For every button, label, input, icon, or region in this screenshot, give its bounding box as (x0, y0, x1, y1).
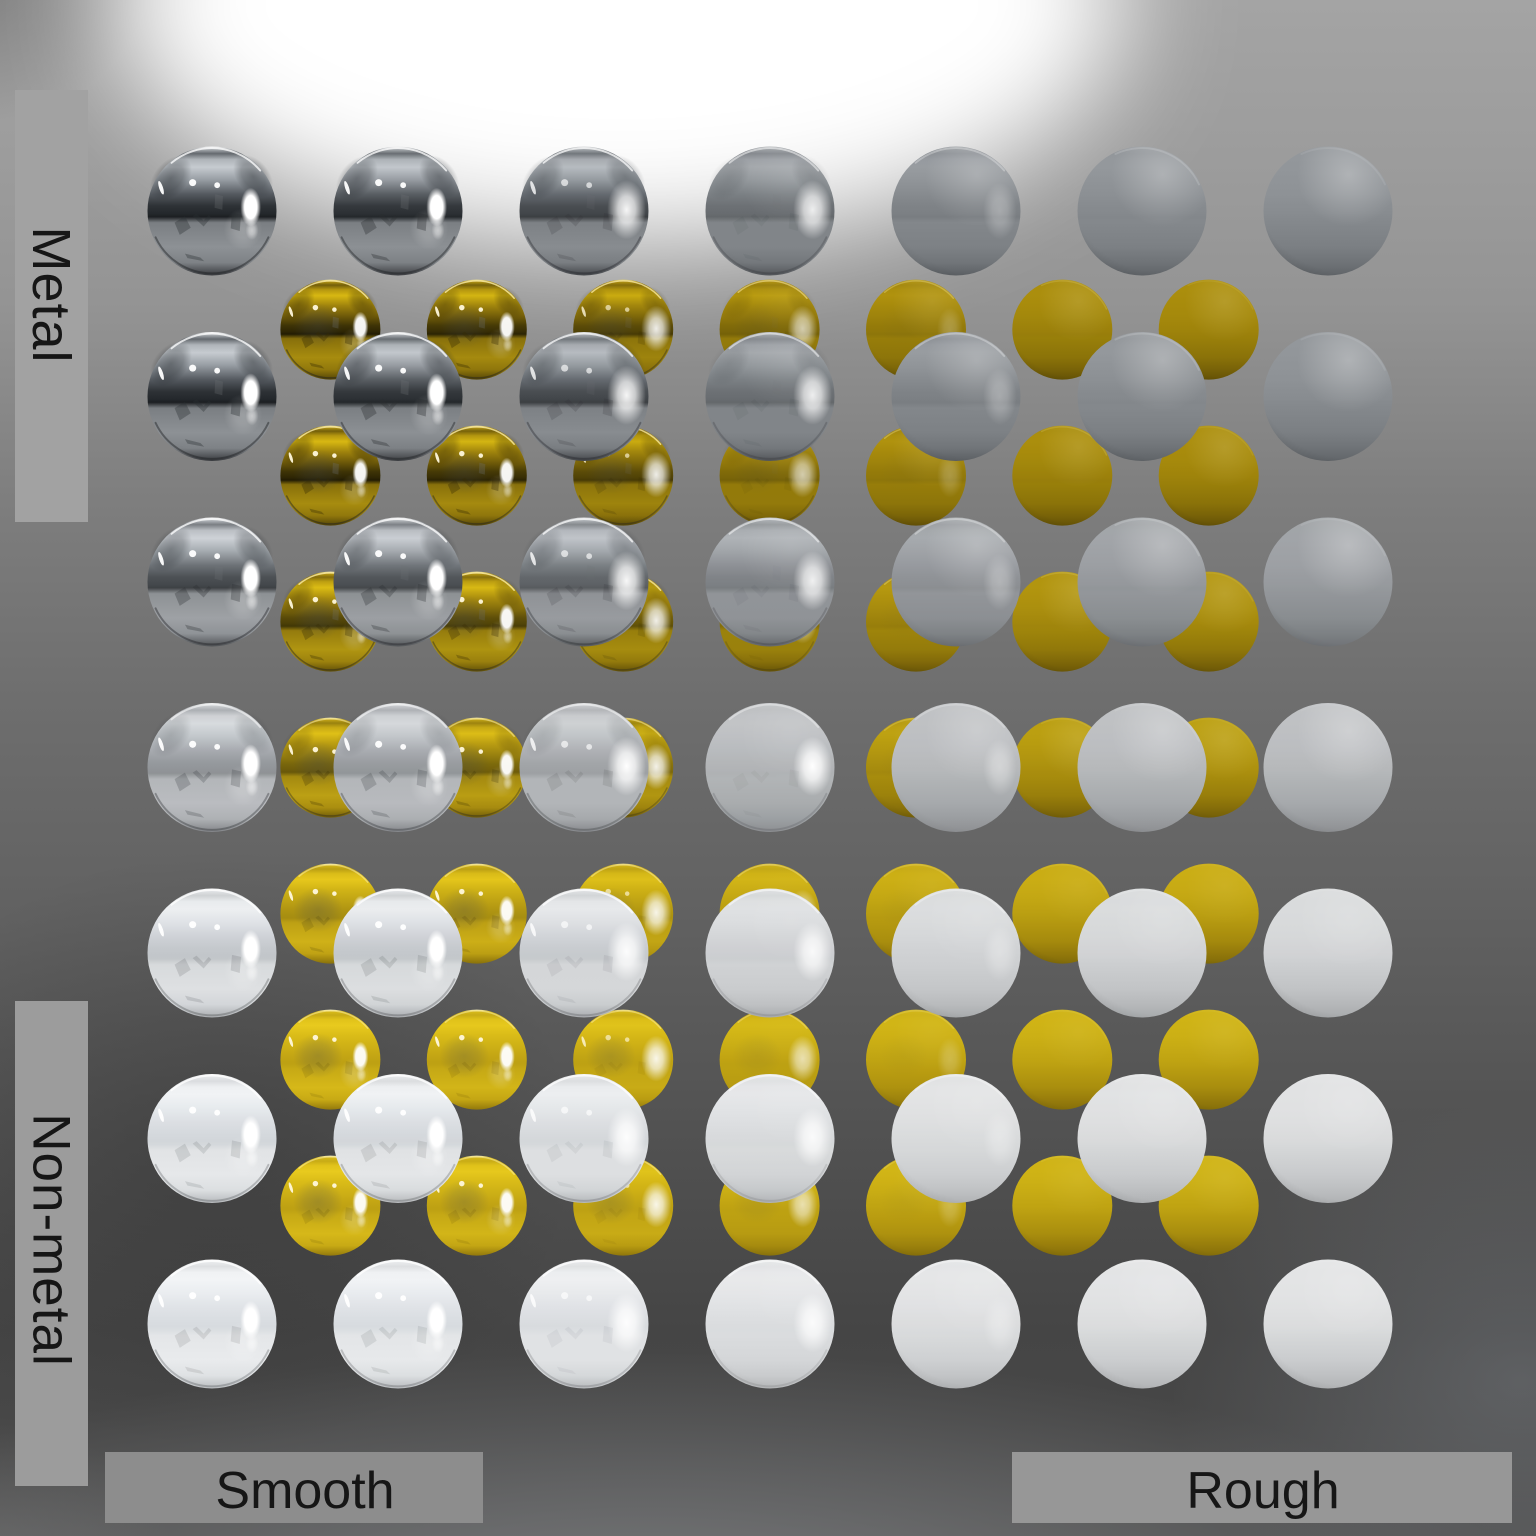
svg-text:Rough: Rough (1186, 1462, 1339, 1520)
svg-text:Metal: Metal (21, 226, 81, 363)
svg-text:Smooth: Smooth (215, 1462, 394, 1520)
svg-text:Non-metal: Non-metal (22, 1113, 81, 1366)
